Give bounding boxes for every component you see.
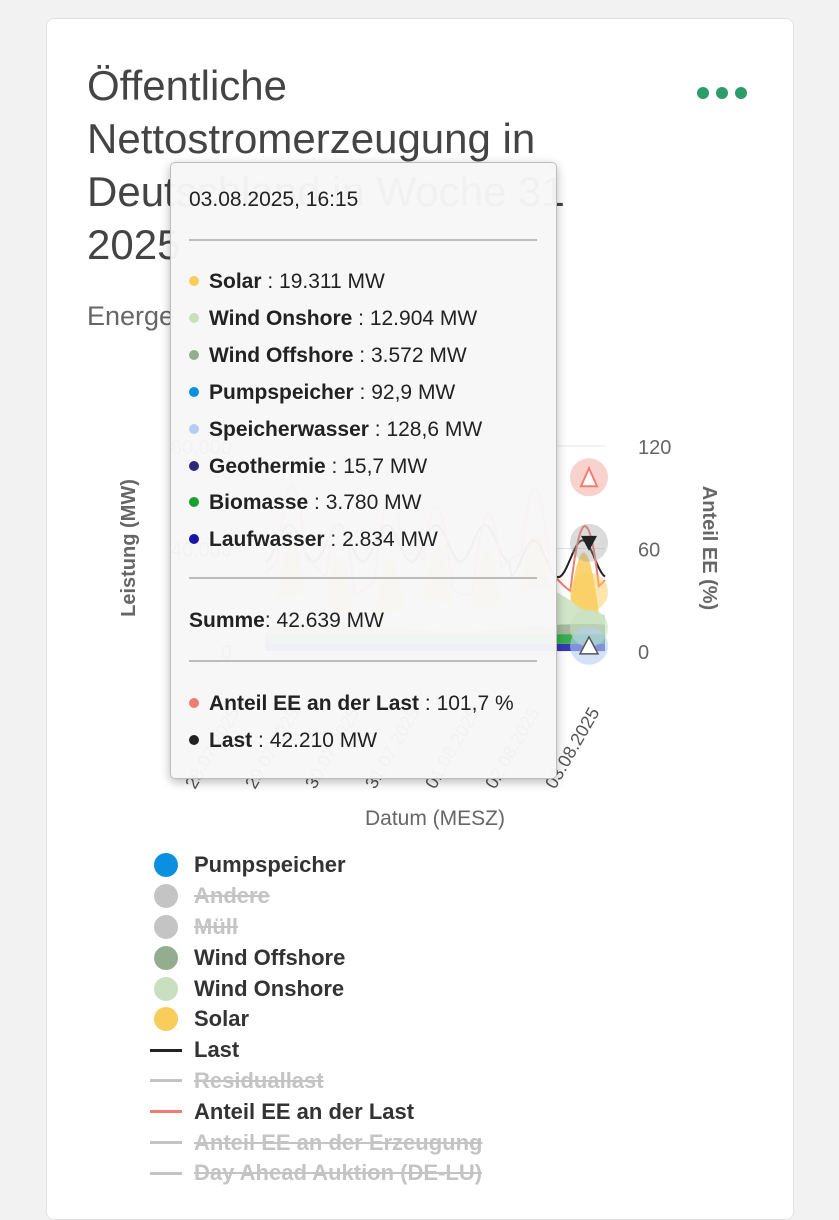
tooltip-row: Biomasse : 3.780 MW bbox=[189, 489, 421, 517]
tooltip-series-name: Last bbox=[209, 729, 253, 752]
tooltip-sum-label: Summe bbox=[189, 609, 265, 632]
legend-dot-icon bbox=[154, 914, 178, 939]
hover-marker-last-symbol bbox=[581, 535, 597, 551]
legend-item[interactable]: Wind Onshore bbox=[150, 973, 570, 1004]
tooltip-row: Wind Offshore : 3.572 MW bbox=[189, 342, 467, 370]
legend-label: Müll bbox=[194, 913, 238, 939]
tooltip-row: Speicherwasser : 128,6 MW bbox=[189, 416, 482, 444]
tooltip-divider bbox=[189, 577, 537, 579]
tooltip-series-value: 128,6 MW bbox=[386, 417, 483, 441]
chart-legend: Pumpspeicher Andere Müll Wind Offshore Wind … bbox=[150, 850, 570, 1189]
tooltip-series-value: 15,7 MW bbox=[343, 454, 428, 478]
legend-label: Last bbox=[194, 1037, 240, 1063]
tooltip-series-name: Speicherwasser bbox=[209, 417, 369, 441]
legend-label: Solar bbox=[194, 1006, 250, 1032]
legend-label: Wind Offshore bbox=[194, 944, 346, 970]
legend-item[interactable]: Andere bbox=[150, 881, 570, 912]
series-color-dot bbox=[189, 423, 199, 434]
legend-item[interactable]: Solar bbox=[150, 1004, 570, 1035]
hover-marker-solar bbox=[570, 573, 608, 612]
tooltip-series-value: 42.210 MW bbox=[269, 729, 378, 752]
y-axis-title: Leistung (MW) bbox=[118, 479, 140, 617]
legend-item[interactable]: Wind Offshore bbox=[150, 942, 570, 973]
hover-tooltip: 03.08.2025, 16:15 Solar : 19.311 MW Wind … bbox=[170, 162, 557, 779]
series-color-dot bbox=[189, 698, 199, 708]
tooltip-series-value: 3.780 MW bbox=[325, 491, 422, 515]
tooltip-sum-value: 42.639 MW bbox=[276, 609, 384, 632]
tooltip-divider bbox=[189, 239, 537, 241]
legend-line-icon bbox=[150, 1079, 182, 1083]
legend-dot-icon bbox=[154, 1007, 178, 1032]
tooltip-series-value: 19.311 MW bbox=[279, 270, 385, 293]
tooltip-timestamp: 03.08.2025, 16:15 bbox=[189, 188, 359, 211]
legend-item[interactable]: Müll bbox=[150, 912, 570, 943]
tooltip-series-name: Wind Onshore bbox=[209, 306, 353, 330]
legend-line-icon bbox=[150, 1171, 182, 1175]
series-color-dot bbox=[189, 460, 199, 471]
tooltip-series-name: Wind Offshore bbox=[209, 343, 354, 367]
y2-tick-label: 120 bbox=[638, 437, 671, 459]
tooltip-row: Pumpspeicher : 92,9 MW bbox=[189, 379, 455, 407]
legend-dot-icon bbox=[154, 976, 178, 1001]
tooltip-series-value: 3.572 MW bbox=[370, 343, 467, 367]
legend-label: Andere bbox=[194, 883, 270, 909]
chart-subtitle: Energe bbox=[87, 301, 175, 331]
series-color-dot bbox=[189, 534, 199, 545]
legend-dot-icon bbox=[154, 884, 178, 909]
tooltip-row: Laufwasser : 2.834 MW bbox=[189, 526, 438, 554]
legend-line-icon bbox=[150, 1141, 182, 1145]
more-options-icon[interactable] bbox=[697, 83, 747, 103]
hover-marker-symbol bbox=[578, 635, 600, 655]
series-color-dot bbox=[189, 497, 199, 508]
legend-label: Day Ahead Auktion (DE-LU) bbox=[194, 1160, 483, 1186]
tooltip-series-name: Biomasse bbox=[209, 491, 309, 515]
legend-item[interactable]: Pumpspeicher bbox=[150, 850, 570, 881]
y2-tick-label: 0 bbox=[638, 642, 649, 664]
tooltip-row: Last : 42.210 MW bbox=[189, 727, 377, 755]
tooltip-row: Solar : 19.311 MW bbox=[189, 268, 385, 296]
legend-item[interactable]: Anteil EE an der Erzeugung bbox=[150, 1127, 570, 1158]
legend-item[interactable]: Last bbox=[150, 1035, 570, 1066]
tooltip-divider bbox=[189, 660, 537, 662]
tooltip-series-name: Laufwasser bbox=[209, 528, 325, 552]
legend-item[interactable]: Residuallast bbox=[150, 1066, 570, 1097]
tooltip-sum: Summe: 42.639 MW bbox=[189, 609, 384, 632]
series-color-dot bbox=[189, 386, 199, 397]
y2-axis-title: Anteil EE (%) bbox=[698, 486, 720, 610]
tooltip-series-name: Pumpspeicher bbox=[209, 380, 354, 404]
series-color-dot bbox=[189, 735, 199, 745]
legend-label: Wind Onshore bbox=[194, 975, 345, 1001]
legend-label: Pumpspeicher bbox=[194, 852, 346, 878]
legend-item[interactable]: Anteil EE an der Last bbox=[150, 1096, 570, 1127]
tooltip-row: Anteil EE an der Last : 101,7 % bbox=[189, 690, 514, 718]
legend-dot-icon bbox=[154, 853, 178, 878]
series-color-dot bbox=[189, 349, 199, 360]
y2-tick-label: 60 bbox=[638, 540, 660, 562]
tooltip-series-value: 92,9 MW bbox=[371, 380, 456, 404]
legend-label: Anteil EE an der Erzeugung bbox=[194, 1129, 483, 1155]
series-color-dot bbox=[189, 276, 199, 286]
legend-label: Residuallast bbox=[194, 1067, 324, 1093]
legend-item[interactable]: Day Ahead Auktion (DE-LU) bbox=[150, 1158, 570, 1189]
series-color-dot bbox=[189, 312, 199, 323]
tooltip-series-name: Geothermie bbox=[209, 454, 326, 478]
tooltip-series-value: 2.834 MW bbox=[342, 528, 438, 552]
legend-dot-icon bbox=[154, 945, 178, 970]
hover-marker-anteil-symbol bbox=[579, 465, 599, 488]
legend-label: Anteil EE an der Last bbox=[194, 1098, 415, 1124]
tooltip-series-name: Anteil EE an der Last bbox=[209, 692, 420, 715]
tooltip-row: Geothermie : 15,7 MW bbox=[189, 453, 427, 481]
tooltip-series-name: Solar bbox=[209, 270, 262, 293]
tooltip-series-value: 12.904 MW bbox=[369, 306, 478, 330]
tooltip-row: Wind Onshore : 12.904 MW bbox=[189, 305, 477, 333]
x-axis-title: Datum (MESZ) bbox=[365, 807, 505, 830]
tooltip-series-value: 101,7 % bbox=[436, 692, 514, 715]
legend-line-icon bbox=[150, 1110, 182, 1114]
legend-line-icon bbox=[150, 1048, 182, 1052]
